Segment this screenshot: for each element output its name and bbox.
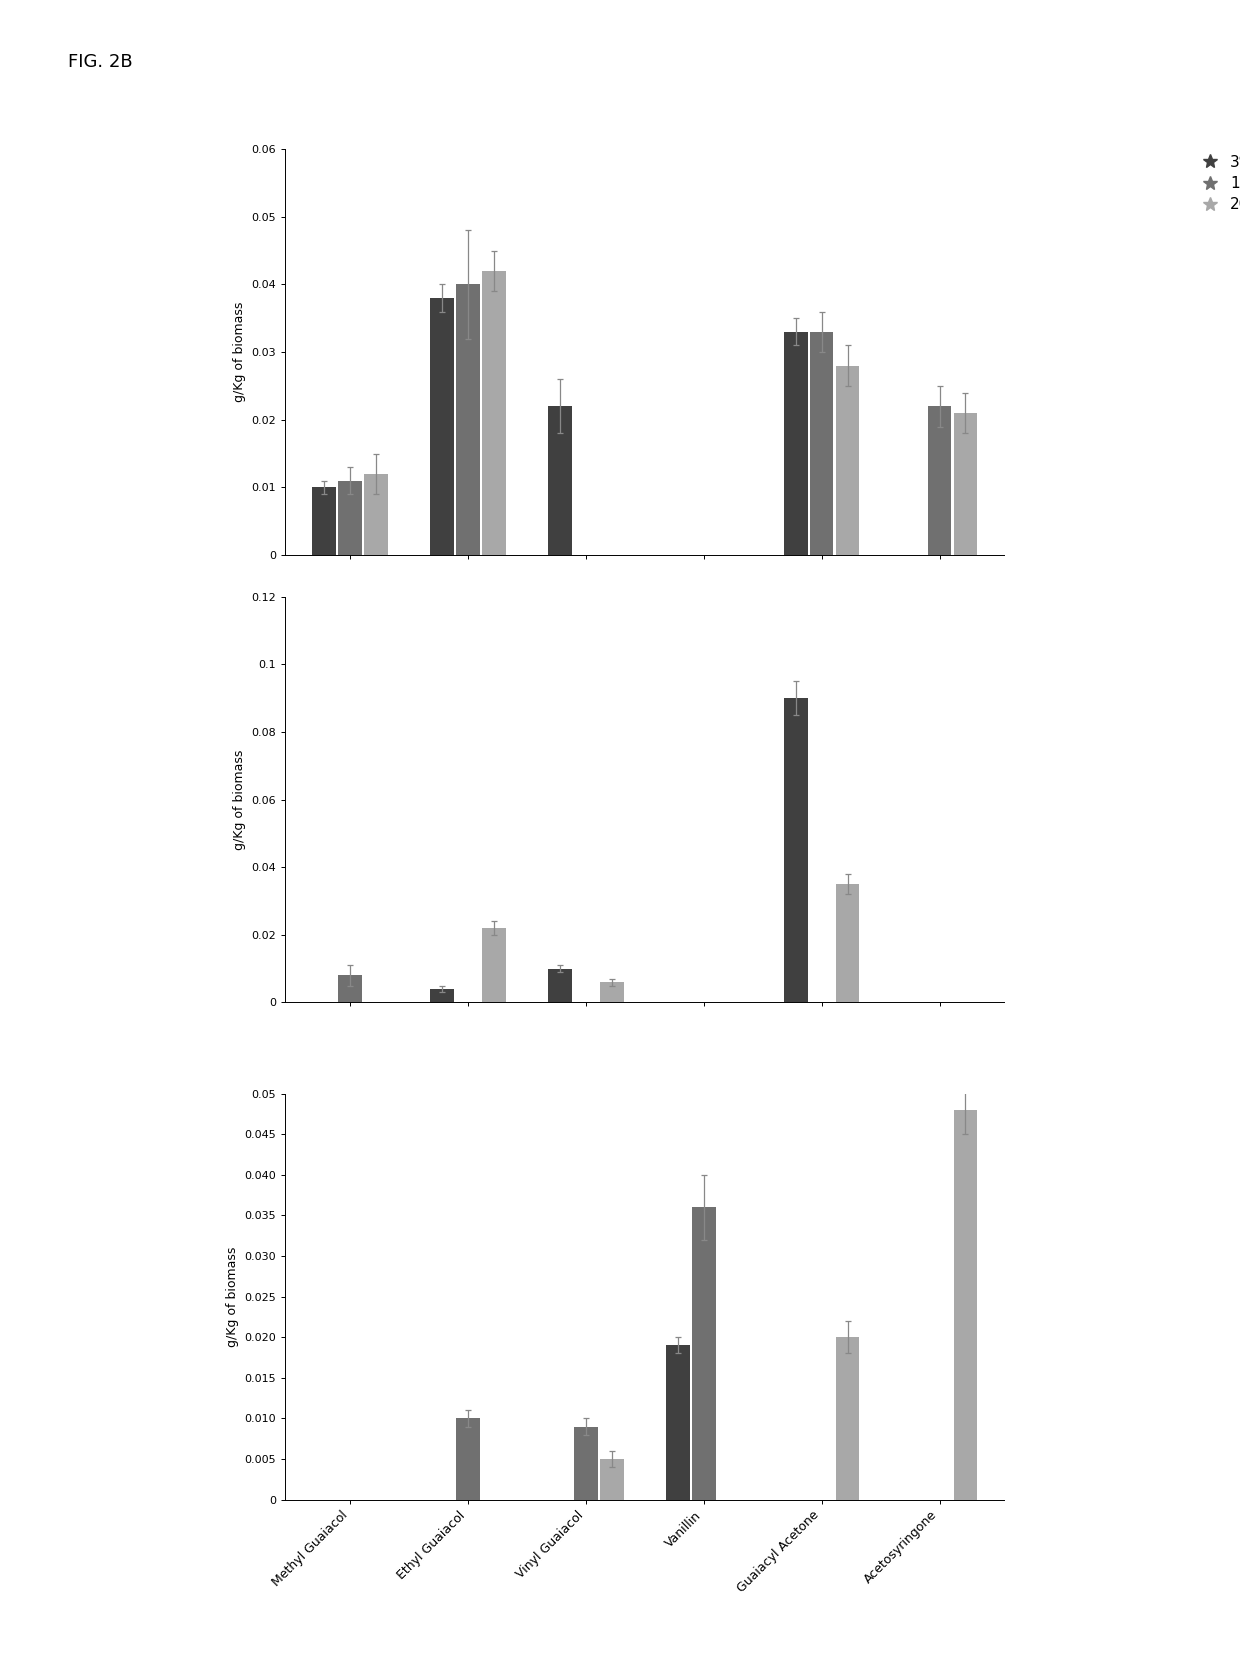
Bar — [456, 285, 480, 555]
Text: FIG. 2B: FIG. 2B — [68, 53, 133, 71]
Bar — [430, 989, 454, 1002]
Y-axis label: g/Kg of biomass: g/Kg of biomass — [226, 1246, 239, 1347]
Bar — [456, 1418, 480, 1500]
Bar — [692, 1208, 715, 1500]
Bar — [784, 698, 807, 1002]
Bar — [548, 406, 572, 555]
Bar — [836, 366, 859, 555]
Bar — [574, 1427, 598, 1500]
Bar — [954, 413, 977, 555]
Bar — [600, 983, 624, 1002]
Bar — [600, 1458, 624, 1500]
Bar — [312, 487, 336, 555]
Bar — [339, 481, 362, 555]
Bar — [784, 331, 807, 555]
Y-axis label: g/Kg of biomass: g/Kg of biomass — [233, 749, 246, 850]
Bar — [365, 474, 388, 555]
Bar — [548, 969, 572, 1002]
Y-axis label: g/Kg of biomass: g/Kg of biomass — [233, 302, 246, 403]
Legend: 3%, 10%, 20%: 3%, 10%, 20% — [1189, 149, 1240, 219]
Bar — [836, 885, 859, 1002]
Bar — [928, 406, 951, 555]
Bar — [339, 976, 362, 1002]
Bar — [482, 928, 506, 1002]
Bar — [810, 331, 833, 555]
Bar — [666, 1345, 689, 1500]
Bar — [836, 1337, 859, 1500]
Bar — [430, 298, 454, 555]
Bar — [482, 270, 506, 555]
Bar — [954, 1110, 977, 1500]
